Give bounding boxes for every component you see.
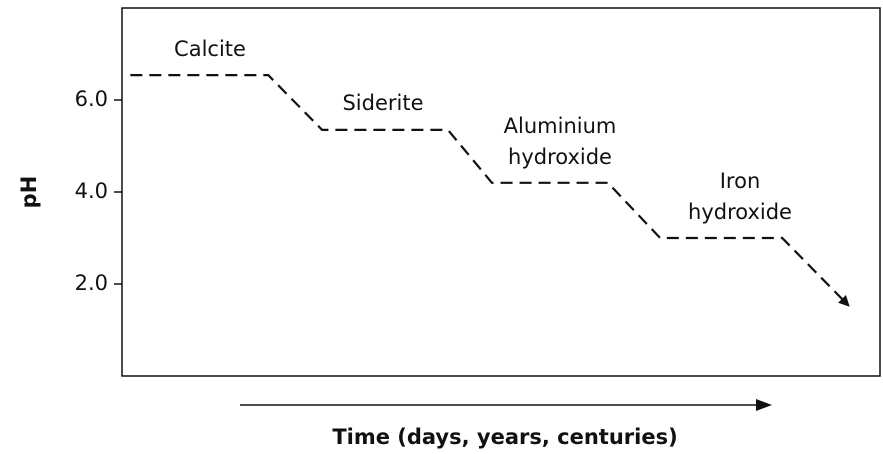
- ph-line: [130, 74, 850, 307]
- mineral-label: Siderite: [342, 91, 423, 115]
- mineral-label: hydroxide: [688, 200, 792, 224]
- mineral-label: Iron: [720, 169, 761, 193]
- mineral-label: hydroxide: [508, 145, 612, 169]
- mineral-label: Calcite: [174, 37, 246, 61]
- y-axis-label: pH: [17, 176, 41, 209]
- x-axis-label: Time (days, years, centuries): [332, 425, 677, 449]
- mineral-label: Aluminium: [504, 114, 617, 138]
- y-tick-label: 2.0: [75, 271, 108, 295]
- time-arrow-head: [756, 399, 772, 411]
- plot-frame: [121, 7, 881, 377]
- y-tick-label: 4.0: [75, 179, 108, 203]
- y-tick-label: 6.0: [75, 87, 108, 111]
